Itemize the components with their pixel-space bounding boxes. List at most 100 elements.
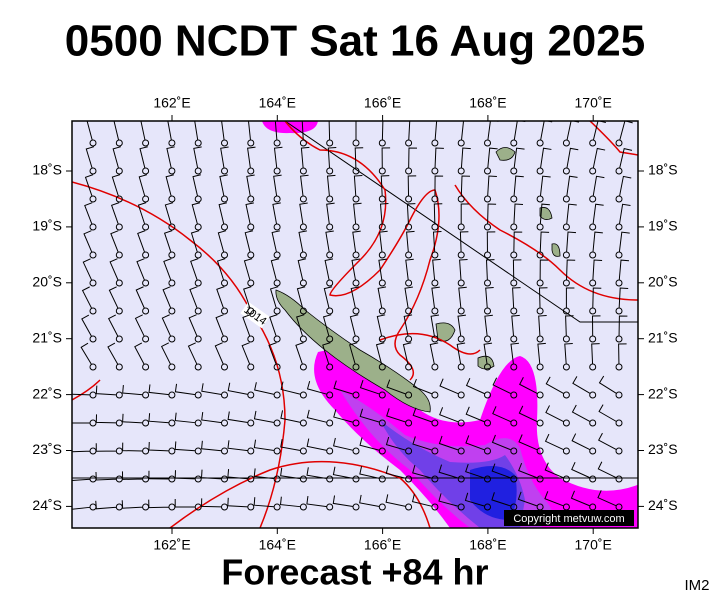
- wind-barb: [359, 494, 386, 511]
- wind-barb: [615, 231, 630, 259]
- wind-barb: [457, 175, 471, 203]
- wind-barb: [519, 377, 544, 399]
- wind-barb: [484, 147, 498, 175]
- wind-barb: [214, 342, 229, 371]
- wind-barb: [201, 383, 229, 399]
- wind-barb: [280, 439, 307, 455]
- lon-label: 166˚E: [364, 95, 401, 111]
- rain-area: [470, 466, 517, 520]
- wind-barb: [148, 470, 176, 483]
- wind-barb: [518, 434, 544, 455]
- wind-barb: [378, 230, 388, 259]
- wind-barb: [324, 258, 334, 287]
- wind-barb: [273, 174, 282, 203]
- wind-barb: [431, 121, 445, 147]
- wind-barb: [247, 121, 255, 147]
- wind-barb: [111, 174, 123, 203]
- wind-barb: [484, 231, 496, 259]
- wind-barb: [190, 258, 202, 287]
- wind-barb: [194, 121, 202, 147]
- wind-barb: [457, 147, 471, 175]
- wind-barb: [352, 202, 362, 231]
- wind-barb: [405, 175, 417, 203]
- wind-barb: [431, 231, 442, 259]
- wind-barb: [84, 174, 97, 203]
- wind-barb: [107, 342, 123, 371]
- wind-barb: [571, 433, 597, 455]
- wind-barb: [227, 440, 255, 455]
- wind-barb: [404, 286, 413, 315]
- wind-barb: [349, 342, 360, 371]
- wind-barb: [137, 230, 150, 259]
- wind-barb: [253, 439, 281, 455]
- wind-barb: [572, 376, 597, 399]
- wind-barb: [378, 258, 387, 287]
- wind-barb: [615, 343, 627, 371]
- wind-barb: [201, 440, 229, 455]
- wind-barb: [359, 379, 386, 399]
- wind-barb: [589, 287, 602, 315]
- contour-label-box: [240, 301, 270, 329]
- wind-barb: [322, 314, 334, 343]
- wind-barb: [273, 146, 283, 175]
- wind-barb: [598, 404, 623, 427]
- wind-barb: [438, 493, 465, 511]
- wind-barb: [464, 492, 492, 511]
- wind-barb: [484, 286, 494, 315]
- wind-barb: [385, 494, 413, 511]
- wind-barb: [326, 174, 336, 203]
- wind-barb: [201, 469, 229, 483]
- wind-barb: [517, 491, 544, 511]
- wind-barb: [536, 231, 550, 259]
- wind-barb: [326, 202, 335, 231]
- wind-barb: [536, 259, 549, 287]
- wind-barb: [268, 342, 281, 371]
- wind-barb: [306, 381, 334, 399]
- wind-barb: [72, 391, 97, 399]
- wind-barb: [163, 230, 176, 259]
- wind-barb: [299, 202, 308, 231]
- wind-barb: [326, 147, 337, 175]
- wind-barb: [562, 231, 577, 259]
- wind-barb: [412, 465, 439, 483]
- wind-barb: [571, 404, 597, 427]
- wind-barb: [122, 442, 150, 455]
- island: [495, 147, 516, 161]
- wind-barb: [271, 230, 281, 259]
- wind-barb: [191, 202, 202, 231]
- wind-barb: [216, 286, 229, 315]
- wind-barb: [174, 441, 202, 455]
- wind-barb: [299, 121, 307, 147]
- wind-barb: [273, 121, 281, 147]
- wind-barb: [306, 467, 334, 483]
- wind-barb: [190, 230, 202, 259]
- wind-barb: [148, 413, 176, 427]
- wind-barb: [253, 497, 281, 511]
- wind-barb: [192, 174, 202, 203]
- wind-barb: [163, 258, 176, 287]
- wind-barb: [615, 203, 631, 231]
- wind-barb: [491, 492, 518, 511]
- copyright: Copyright metvuw.com: [513, 513, 624, 525]
- wind-barb: [405, 230, 415, 259]
- lat-label: 22˚S: [32, 385, 62, 401]
- wind-barb: [457, 286, 467, 315]
- wind-barb: [140, 121, 150, 147]
- wind-barb: [333, 409, 360, 427]
- wind-barb: [562, 287, 575, 315]
- wind-barb: [122, 413, 150, 427]
- wind-barb: [615, 147, 633, 175]
- wind-barb: [81, 314, 97, 343]
- wind-barb: [108, 286, 123, 315]
- wind-barb: [110, 202, 123, 231]
- wind-barb: [484, 203, 497, 231]
- wind-barb: [562, 175, 578, 203]
- wind-barb: [431, 258, 441, 287]
- wind-barb: [269, 286, 281, 315]
- wind-barb: [280, 381, 307, 399]
- wind-barb: [562, 203, 577, 231]
- wind-barb: [221, 121, 229, 147]
- wind-barb: [82, 258, 97, 287]
- wind-barb: [108, 314, 123, 343]
- wind-barb: [188, 314, 202, 343]
